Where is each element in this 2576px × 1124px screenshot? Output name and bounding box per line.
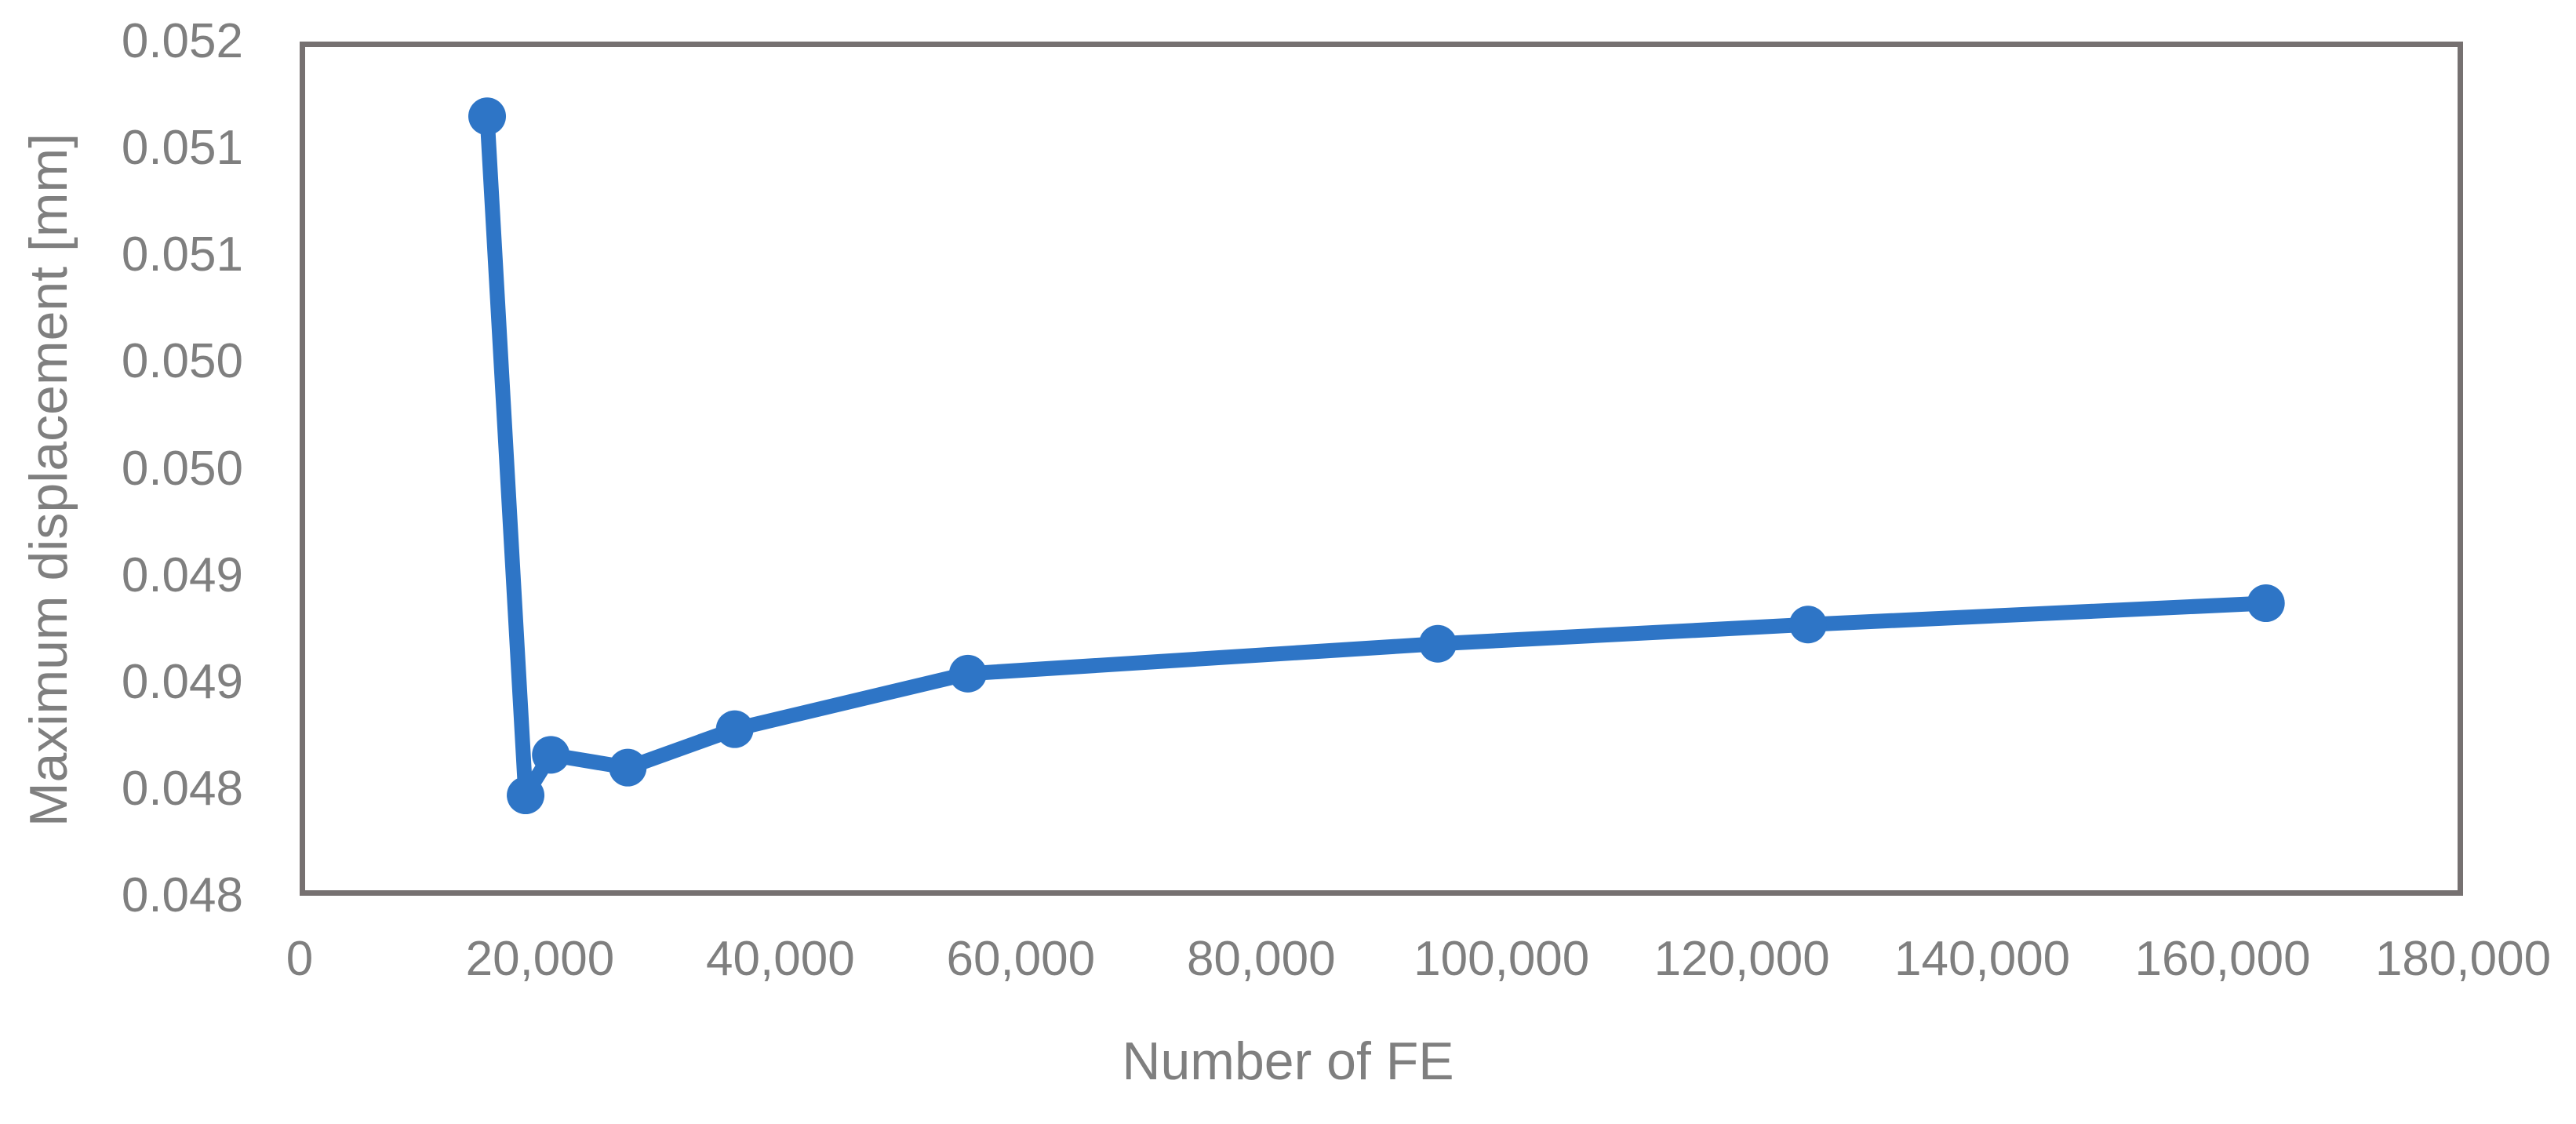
x-tick-label: 80,000: [1186, 932, 1336, 986]
data-point: [1788, 606, 1827, 644]
data-point: [715, 710, 754, 748]
x-tick-label: 40,000: [706, 932, 855, 986]
x-axis-title: Number of FE: [1122, 1031, 1454, 1091]
plot-area: [300, 42, 2463, 896]
y-tick-label: 0.049: [121, 547, 243, 602]
data-point: [468, 97, 507, 136]
data-point: [532, 736, 570, 774]
x-tick-label: 180,000: [2374, 932, 2552, 986]
data-point: [609, 748, 647, 787]
y-tick-label: 0.052: [121, 14, 243, 68]
y-tick-label: 0.050: [121, 334, 243, 389]
x-tick-label: 60,000: [946, 932, 1096, 986]
x-tick-label: 140,000: [1894, 932, 2071, 986]
y-tick-label: 0.048: [121, 761, 243, 816]
plot-frame: [300, 42, 2463, 896]
x-tick-label: 20,000: [465, 932, 615, 986]
y-tick-label: 0.051: [121, 121, 243, 176]
x-tick-label: 120,000: [1654, 932, 1830, 986]
y-tick-label: 0.051: [121, 227, 243, 282]
data-point: [507, 777, 545, 815]
x-tick-label: 160,000: [2134, 932, 2311, 986]
data-point: [1419, 624, 1457, 663]
series-line: [479, 108, 2274, 803]
data-point: [2247, 584, 2285, 623]
x-tick-label: 0: [286, 932, 314, 986]
x-tick-label: 100,000: [1414, 932, 1590, 986]
data-point: [948, 654, 987, 693]
y-tick-label: 0.050: [121, 441, 243, 496]
y-tick-label: 0.049: [121, 654, 243, 709]
y-tick-label: 0.048: [121, 868, 243, 922]
